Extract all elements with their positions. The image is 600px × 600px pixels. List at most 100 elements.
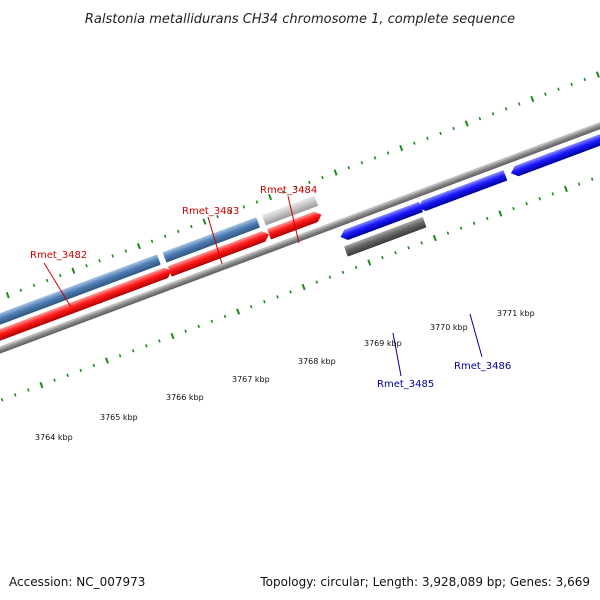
- tick-mark-upper: [190, 224, 193, 229]
- cds-arrow-rmet-3485[interactable]: [339, 201, 423, 242]
- tick-mark-lower: [563, 185, 568, 193]
- gene-label-rmet-3486[interactable]: Rmet_3486: [454, 361, 511, 372]
- tick-mark-upper: [111, 254, 114, 258]
- tick-mark-upper: [58, 273, 62, 278]
- tick-mark-lower: [551, 192, 555, 196]
- tick-ring-lower: [0, 177, 594, 402]
- leader-line-rmet-3484: [287, 195, 300, 244]
- tick-mark-lower: [197, 324, 201, 328]
- kbp-label-3767: 3767 kbp: [232, 375, 270, 384]
- tick-mark-lower: [236, 308, 241, 315]
- tick-mark-upper: [504, 107, 508, 111]
- cds-arrow-next-gene[interactable]: [509, 106, 600, 178]
- cds-arrow-rmet-3484[interactable]: [267, 210, 323, 240]
- tick-mark-upper: [229, 210, 232, 214]
- tick-mark-upper: [308, 180, 311, 185]
- tick-mark-lower: [485, 216, 489, 221]
- tick-mark-lower: [92, 363, 96, 368]
- gene-label-rmet-3482[interactable]: Rmet_3482: [30, 250, 87, 261]
- tick-mark-upper: [176, 229, 180, 234]
- tick-mark-lower: [79, 368, 83, 373]
- tick-mark-lower: [118, 353, 122, 358]
- tick-mark-lower: [432, 234, 437, 242]
- tick-mark-lower: [381, 255, 384, 260]
- tick-mark-upper: [347, 166, 351, 170]
- tick-mark-lower: [459, 226, 463, 230]
- tick-mark-lower: [66, 373, 69, 377]
- tick-mark-upper: [530, 95, 535, 103]
- tick-mark-upper: [360, 161, 364, 165]
- tick-mark-upper: [98, 259, 101, 263]
- gene-label-rmet-3483[interactable]: Rmet_3483: [182, 206, 239, 217]
- tick-mark-upper: [544, 92, 547, 96]
- tick-mark-upper: [439, 131, 442, 136]
- cds-arrow-rmet-3482[interactable]: [0, 266, 174, 351]
- tick-mark-lower: [577, 182, 581, 186]
- gene-feature-rmet-3484[interactable]: [262, 195, 318, 226]
- tick-mark-lower: [420, 241, 423, 245]
- tick-mark-lower: [525, 201, 528, 206]
- tick-mark-upper: [150, 239, 154, 243]
- tick-mark-lower: [341, 270, 345, 275]
- tick-mark-lower: [39, 381, 44, 389]
- tick-mark-lower: [301, 283, 306, 291]
- tick-mark-lower: [394, 251, 397, 255]
- tick-ring-upper: [5, 71, 600, 299]
- genome-summary-text: Topology: circular; Length: 3,928,089 bp…: [260, 575, 590, 589]
- accession-text: Accession: NC_007973: [9, 575, 146, 589]
- cds-arrow-rmet-3486[interactable]: [416, 170, 508, 213]
- tick-mark-upper: [413, 141, 416, 145]
- tick-mark-upper: [386, 151, 390, 155]
- tick-mark-lower: [210, 319, 214, 324]
- tick-mark-lower: [131, 349, 135, 353]
- tick-mark-upper: [478, 116, 482, 121]
- tick-mark-upper: [399, 144, 404, 152]
- tick-mark-lower: [590, 177, 594, 181]
- tick-mark-lower: [145, 344, 148, 348]
- tick-mark-upper: [19, 288, 23, 292]
- tick-mark-lower: [276, 295, 279, 299]
- kbp-label-3766: 3766 kbp: [166, 393, 204, 402]
- tick-mark-lower: [512, 206, 515, 211]
- tick-mark-lower: [328, 275, 332, 279]
- tick-mark-upper: [517, 102, 521, 106]
- tick-mark-upper: [124, 249, 128, 253]
- tick-mark-lower: [289, 290, 292, 294]
- tick-mark-lower: [367, 259, 372, 266]
- gene-feature-rmet-3485[interactable]: [344, 217, 427, 257]
- tick-mark-upper: [45, 278, 49, 283]
- kbp-label-3768: 3768 kbp: [298, 357, 336, 366]
- tick-mark-upper: [242, 205, 246, 209]
- tick-mark-lower: [498, 210, 503, 217]
- tick-mark-upper: [595, 71, 600, 78]
- tick-mark-lower: [158, 339, 161, 343]
- tick-mark-lower: [27, 388, 30, 392]
- tick-mark-lower: [538, 197, 541, 201]
- tick-mark-upper: [583, 77, 587, 82]
- tick-mark-upper: [71, 267, 76, 274]
- gene-label-rmet-3485[interactable]: Rmet_3485: [377, 379, 434, 390]
- kbp-label-3764: 3764 kbp: [35, 433, 73, 442]
- leader-line-rmet-3486: [469, 313, 483, 358]
- tick-mark-lower: [249, 304, 253, 309]
- tick-mark-upper: [557, 87, 560, 91]
- tick-mark-lower: [263, 300, 266, 304]
- kbp-label-3765: 3765 kbp: [100, 413, 138, 422]
- tick-mark-lower: [104, 357, 109, 364]
- tick-mark-lower: [446, 231, 450, 235]
- tick-mark-upper: [452, 126, 455, 131]
- tick-mark-lower: [13, 393, 17, 397]
- cds-arrow-rmet-3483[interactable]: [167, 229, 271, 277]
- tick-mark-lower: [170, 332, 175, 340]
- tick-mark-lower: [223, 314, 227, 319]
- gene-label-rmet-3484[interactable]: Rmet_3484: [260, 185, 317, 196]
- leader-line-rmet-3482: [43, 262, 72, 308]
- gene-feature-rmet-3483[interactable]: [162, 217, 261, 263]
- kbp-label-3771: 3771 kbp: [497, 309, 535, 318]
- tick-mark-lower: [315, 280, 319, 284]
- kbp-label-3769: 3769 kbp: [364, 339, 402, 348]
- tick-mark-upper: [333, 169, 338, 176]
- chromosome-backbone: [0, 95, 600, 369]
- tick-mark-upper: [295, 185, 298, 189]
- tick-mark-lower: [407, 246, 410, 250]
